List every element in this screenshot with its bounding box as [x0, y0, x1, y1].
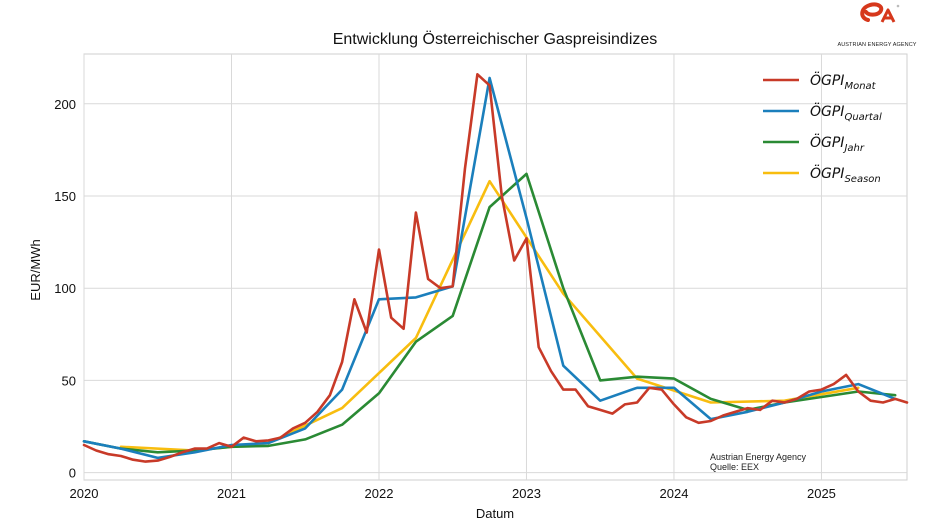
y-tick-label: 0: [69, 466, 76, 481]
plot-frame: [83, 53, 908, 481]
source-note: Austrian Energy Agency Quelle: EEX: [710, 452, 806, 472]
energy-agency-logo-icon: [860, 2, 900, 23]
legend-label: ÖGPISeason: [810, 164, 881, 185]
series-line-monat: [82, 73, 909, 463]
y-tick-label: 50: [62, 373, 76, 388]
x-tick-label: 2020: [70, 486, 99, 501]
x-tick-label: 2022: [365, 486, 394, 501]
series-layer: [82, 73, 909, 463]
chart-title: Entwicklung Österreichischer Gaspreisind…: [333, 30, 658, 48]
x-axis-label: Datum: [476, 506, 514, 521]
y-tick-label: 150: [54, 189, 76, 204]
x-tick-label: 2021: [217, 486, 246, 501]
plot-area: [83, 53, 908, 481]
legend-item-quartal: ÖGPIQuartal: [763, 102, 882, 123]
legend-item-jahr: ÖGPIJahr: [763, 133, 865, 154]
y-tick-label: 100: [54, 281, 76, 296]
x-tick-label: 2023: [512, 486, 541, 501]
y-tick-label: 200: [54, 97, 76, 112]
source-line-source: Quelle: EEX: [710, 462, 760, 472]
legend-label: ÖGPIQuartal: [810, 102, 882, 123]
legend-item-season: ÖGPISeason: [763, 164, 881, 185]
legend-label: ÖGPIMonat: [810, 71, 877, 92]
x-tick-label: 2025: [807, 486, 836, 501]
logo-text: AUSTRIAN ENERGY AGENCY: [837, 42, 917, 48]
tick-labels: 2020 2021 2022 2023 2024 2025 0 50 100 150 200: [54, 97, 836, 501]
legend-label: ÖGPIJahr: [810, 133, 865, 154]
legend-item-monat: ÖGPIMonat: [763, 71, 877, 92]
legend: ÖGPIMonat ÖGPIQuartal ÖGPIJahr ÖGPISeason: [763, 71, 882, 185]
x-tick-label: 2024: [660, 486, 689, 501]
source-line-agency: Austrian Energy Agency: [710, 452, 807, 462]
y-axis-label: EUR/MWh: [28, 239, 43, 300]
grid: [83, 54, 907, 480]
